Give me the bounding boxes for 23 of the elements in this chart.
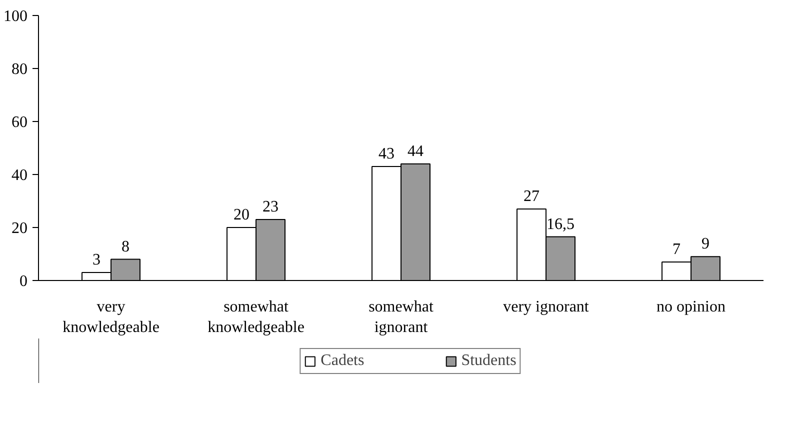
x-tick-label: somewhat ignorant xyxy=(368,298,434,336)
data-label: 23 xyxy=(262,198,278,216)
data-label: 27 xyxy=(524,188,540,205)
data-label: 7 xyxy=(672,240,680,258)
y-tick-label: 80 xyxy=(12,61,28,78)
y-tick-label: 60 xyxy=(12,114,28,131)
legend-label: Students xyxy=(461,352,516,370)
y-tick-label: 0 xyxy=(20,273,28,290)
data-label: 44 xyxy=(408,142,424,160)
data-label: 16,5 xyxy=(546,216,574,233)
data-label: 20 xyxy=(234,206,250,224)
data-label: 8 xyxy=(122,238,130,256)
data-label: 3 xyxy=(92,252,100,269)
y-tick-label: 20 xyxy=(12,220,28,237)
x-tick-label: very ignorant xyxy=(503,298,590,316)
x-tick-label: somewhat knowledgeable xyxy=(208,298,304,336)
y-tick-label: 100 xyxy=(4,8,28,25)
data-label: 43 xyxy=(378,146,394,163)
x-tick-label: no opinion xyxy=(656,298,726,316)
data-label: 9 xyxy=(702,236,710,253)
y-tick-label: 40 xyxy=(12,167,28,184)
x-tick-label: very knowledgeable xyxy=(62,298,160,336)
legend-label: Cadets xyxy=(320,352,364,370)
